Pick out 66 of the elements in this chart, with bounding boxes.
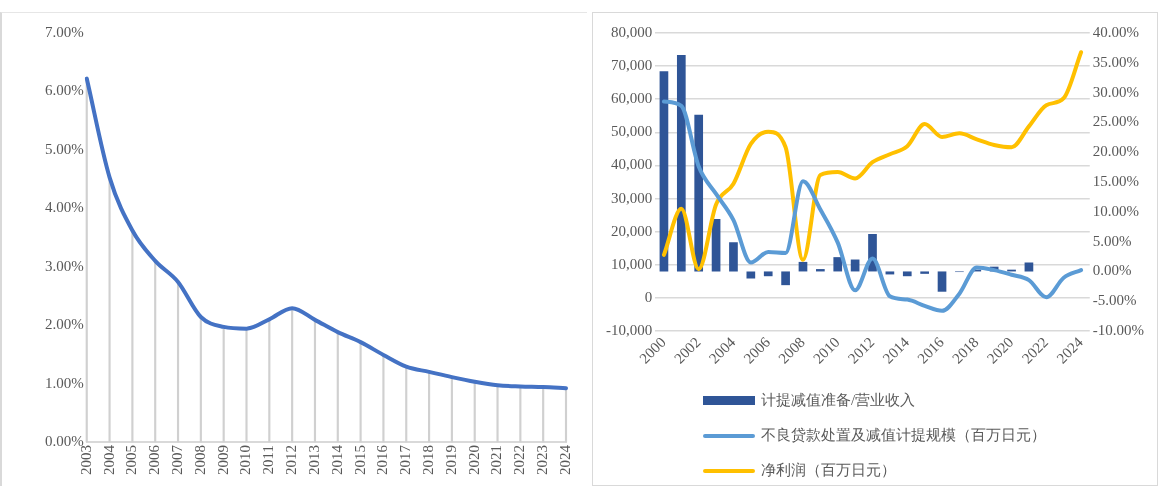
- x-tick-label: 2021: [488, 445, 505, 475]
- x-tick-label: 2005: [123, 445, 140, 475]
- legend-label: 计提减值准备/营业收入: [761, 391, 916, 410]
- legend-label: 不良贷款处置及减值计提规模（百万日元）: [761, 426, 1046, 445]
- y2-tick-label: 20.00%: [1092, 143, 1140, 160]
- bar: [833, 257, 843, 272]
- y-tick-label: -10,000: [606, 322, 653, 338]
- y2-tick-label: 25.00%: [1092, 113, 1140, 130]
- bar: [781, 271, 790, 286]
- x-tick-label: 2023: [534, 445, 551, 475]
- bar: [746, 271, 756, 279]
- y-tick-label: 4.00%: [45, 199, 84, 216]
- x-tick-label: 2006: [146, 444, 163, 475]
- y-tick-label: 30,000: [611, 189, 653, 206]
- line-series: [84, 76, 568, 391]
- y2-tick-label: 35.00%: [1092, 53, 1140, 70]
- x-tick-label: 2010: [237, 445, 254, 475]
- x-tick-label: 2019: [442, 445, 459, 475]
- legend-label: 净利润（百万日元）: [761, 461, 896, 480]
- y-tick-label: 10,000: [611, 255, 653, 272]
- bar: [763, 271, 773, 277]
- y2-tick-label: 10.00%: [1092, 202, 1140, 219]
- x-tick-label: 2004: [100, 444, 117, 475]
- x-tick-label: 2007: [168, 444, 185, 475]
- y-tick-label: 1.00%: [45, 374, 84, 391]
- line-series: [661, 99, 1084, 313]
- x-tick-label: 2003: [77, 445, 94, 475]
- x-tick-label: 2009: [214, 445, 231, 475]
- y-tick-label: 7.00%: [45, 23, 84, 40]
- x-tick-label: 2008: [191, 445, 208, 475]
- x-tick-label: 2016: [374, 444, 391, 475]
- y-tick-label: 5.00%: [45, 140, 84, 157]
- x-tick-label: 2015: [351, 445, 368, 475]
- x-tick-label: 2014: [328, 444, 345, 475]
- x-tick-label: 2024: [556, 444, 573, 475]
- y2-tick-label: -5.00%: [1092, 292, 1137, 309]
- bar: [920, 271, 929, 274]
- bar: [729, 242, 738, 272]
- x-tick-label: 2017: [397, 444, 414, 475]
- y2-tick-label: 40.00%: [1092, 23, 1140, 40]
- y2-tick-label: 5.00%: [1092, 232, 1132, 249]
- y2-tick-label: 15.00%: [1092, 172, 1140, 189]
- y-tick-label: 6.00%: [45, 82, 84, 99]
- y-tick-label: 0: [644, 288, 653, 305]
- bar: [937, 271, 947, 292]
- line-series: [661, 50, 1084, 272]
- bar: [902, 271, 912, 277]
- y-tick-label: 70,000: [611, 57, 653, 74]
- x-tick-label: 2012: [283, 445, 300, 475]
- bar: [676, 55, 686, 272]
- y-tick-label: 80,000: [611, 23, 653, 40]
- y-tick-label: 3.00%: [45, 257, 84, 274]
- y2-tick-label: 0.00%: [1092, 262, 1132, 279]
- x-tick-label: 2020: [465, 445, 482, 475]
- x-tick-label: 2013: [305, 445, 322, 475]
- x-tick-label: 2018: [420, 445, 437, 475]
- y2-tick-label: 30.00%: [1092, 83, 1140, 100]
- y-tick-label: 20,000: [611, 222, 653, 239]
- y-tick-label: 60,000: [611, 90, 653, 107]
- y-tick-label: 50,000: [611, 123, 653, 140]
- y-tick-label: 40,000: [611, 156, 653, 173]
- x-tick-label: 2011: [260, 445, 277, 475]
- y2-tick-label: -10.00%: [1092, 322, 1145, 338]
- y-tick-label: 2.00%: [45, 316, 84, 333]
- bar: [885, 271, 895, 275]
- x-tick-label: 2022: [511, 445, 528, 475]
